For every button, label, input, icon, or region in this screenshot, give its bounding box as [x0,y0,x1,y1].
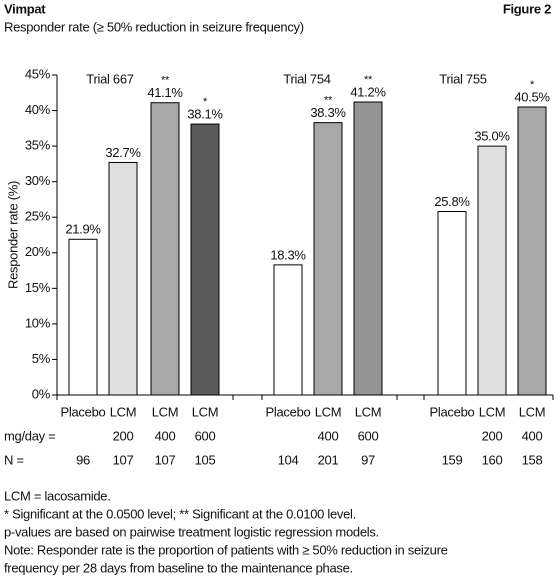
n-label: 96 [76,452,90,467]
figure-label: Figure 2 [503,1,551,16]
footnote: p-values are based on pairwise treatment… [4,524,379,539]
dose-row-label: mg/day = [4,428,55,443]
y-tick-label: 45% [25,66,51,81]
footnote: LCM = lacosamide. [4,488,111,503]
x-tick-label: LCM [110,404,137,419]
n-label: 159 [442,452,463,467]
dose-label: 400 [318,428,339,443]
value-label: 40.5% [514,89,550,104]
bar [273,264,303,396]
significance-mark: ** [324,95,333,107]
group-title: Trial 667 [86,71,133,86]
bar [437,211,467,396]
dose-label: 600 [195,428,216,443]
value-label: 35.0% [474,129,510,144]
value-label: 41.1% [147,85,183,100]
bar [313,122,343,396]
bar [190,123,220,396]
value-label: 38.3% [310,105,346,120]
value-label: 21.9% [65,222,101,237]
value-label: 38.1% [187,107,223,122]
x-tick-label: Placebo [430,404,475,419]
significance-mark: * [203,96,208,108]
dose-label: 400 [522,428,543,443]
footnote: * Significant at the 0.0500 level; ** Si… [4,506,356,521]
x-tick-label: LCM [152,404,179,419]
subtitle: Responder rate (≥ 50% reduction in seizu… [4,19,304,34]
n-label: 105 [195,452,216,467]
significance-mark: * [530,79,535,91]
x-tick-label: LCM [355,404,382,419]
n-label: 201 [318,452,339,467]
y-axis-label: Responder rate (%) [5,181,20,289]
x-tick-label: Placebo [61,404,106,419]
x-tick-label: Placebo [266,404,311,419]
dose-label: 600 [358,428,379,443]
y-tick-label: 40% [25,102,51,117]
significance-mark: ** [161,75,170,87]
y-tick-label: 25% [25,209,51,224]
y-tick-label: 30% [25,173,51,188]
n-row-label: N = [4,452,24,467]
y-tick-label: 5% [32,351,51,366]
n-label: 107 [155,452,176,467]
n-label: 97 [361,452,375,467]
significance-mark: ** [364,74,373,86]
bar [477,145,507,396]
n-label: 158 [522,452,543,467]
n-label: 160 [482,452,503,467]
value-label: 25.8% [434,194,470,209]
x-tick-label: LCM [479,404,506,419]
x-tick-label: LCM [192,404,219,419]
bar [108,161,138,396]
title: Vimpat [4,1,46,16]
value-label: 32.7% [105,145,141,160]
footnote: Note: Responder rate is the proportion o… [4,542,448,557]
y-tick-label: 20% [25,244,51,259]
value-label: 18.3% [270,247,306,262]
dose-label: 200 [113,428,134,443]
bar [150,102,180,396]
group-title: Trial 755 [439,71,486,86]
group-title: Trial 754 [283,71,330,86]
y-tick-label: 35% [25,138,51,153]
bar [517,106,547,396]
n-label: 104 [278,452,299,467]
x-tick-label: LCM [315,404,342,419]
n-label: 107 [113,452,134,467]
x-tick-label: LCM [519,404,546,419]
footnote: frequency per 28 days from baseline to t… [4,560,353,575]
y-tick-label: 10% [25,315,51,330]
bar [353,101,383,396]
dose-label: 400 [155,428,176,443]
dose-label: 200 [482,428,503,443]
bar [68,238,98,396]
y-tick-label: 15% [25,280,51,295]
value-label: 41.2% [350,84,386,99]
y-tick-label: 0% [32,386,51,401]
